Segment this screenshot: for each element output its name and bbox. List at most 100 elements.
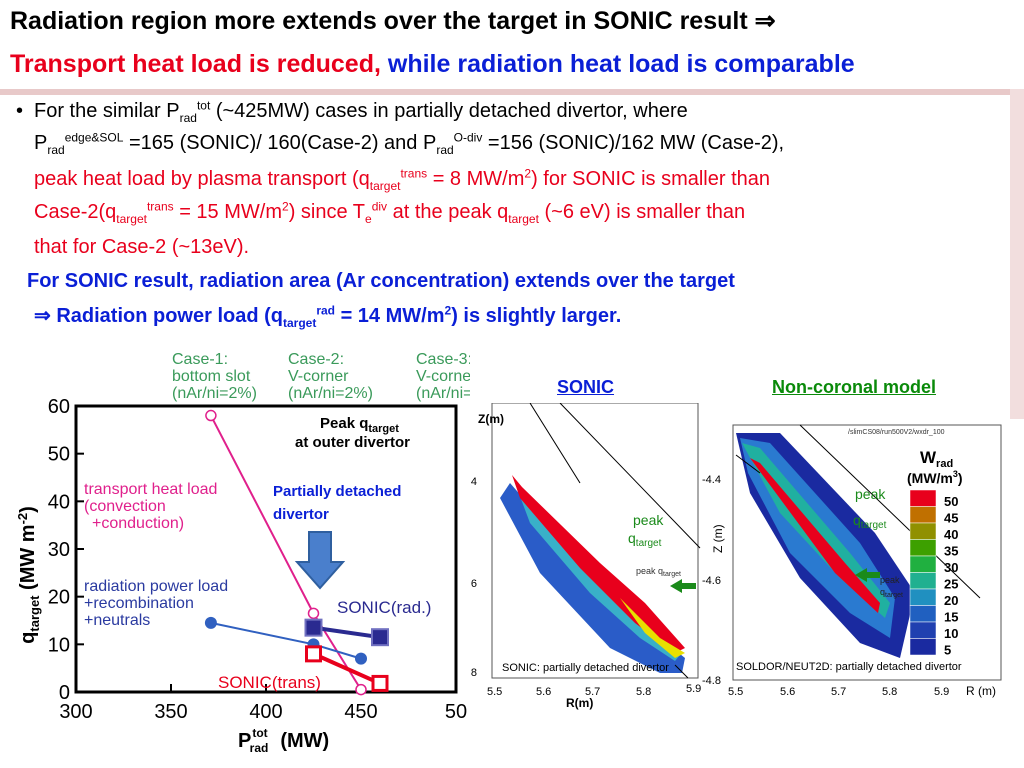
peak-annotation-box (292, 411, 454, 451)
slide-title-line2: Transport heat load is reduced, while ra… (10, 50, 855, 79)
y-axis-label: qtarget (MW m-2) (15, 506, 42, 644)
noncoronal-panel-title: Non-coronal model (772, 377, 937, 397)
bullet-symbol: • (16, 100, 24, 122)
y-tick-label: 20 (48, 587, 70, 609)
sonic-panel-title: SONIC (557, 377, 615, 397)
y-tick-label: 30 (48, 539, 70, 561)
x-tick-label: 400 (249, 701, 282, 723)
transport-point (205, 409, 217, 422)
y-tick-label: 60 (48, 396, 70, 418)
sonic-rad-point (371, 628, 389, 647)
case2-ratio: (nAr/ni=2%) (288, 385, 373, 402)
x-tick-label: 300 (59, 701, 92, 723)
transport-label-l3: +conduction) (92, 515, 184, 532)
transport-point (307, 607, 320, 620)
colorbar-value: 35 (944, 544, 958, 559)
sonic-rad-label: SONIC(rad.) (337, 598, 431, 617)
colorbar-value: 20 (944, 593, 958, 608)
colorbar-title: Wrad (920, 448, 953, 470)
colorbar-swatch (909, 555, 937, 573)
case2-label: Case-2: (288, 351, 344, 368)
series-line-3 (312, 652, 381, 686)
noncoronal-peak-inline-label: peak (880, 575, 900, 585)
bullet-line-3: peak heat load by plasma transport (qtar… (34, 166, 771, 193)
sonic-trans-point (371, 674, 389, 692)
sonic-peak-arrow-icon (670, 579, 696, 593)
colorbar-swatch (909, 588, 937, 606)
colorbar-value: 25 (944, 577, 958, 592)
x-tick-label: 450 (344, 701, 377, 723)
colorbar-value: 40 (944, 527, 958, 542)
noncoronal-peak-arrow-icon (855, 568, 880, 582)
radiation-point (204, 616, 217, 629)
radiation-label-l1: radiation power load (84, 578, 228, 595)
x-tick-label: 350 (154, 701, 187, 723)
colorbar-swatch (909, 489, 937, 507)
colorbar-swatch (909, 539, 937, 557)
result-line-1: For SONIC result, radiation area (Ar con… (27, 270, 735, 292)
noncoronal-z-tick-2: -4.6 (702, 575, 721, 587)
noncoronal-r-tick-4: 5.8 (882, 686, 897, 698)
noncoronal-wall-line-2 (735, 454, 761, 474)
colorbar-value: 15 (944, 610, 958, 625)
y-tick-label: 0 (59, 682, 70, 704)
noncoronal-caption: SOLDOR/NEUT2D: partially detached divert… (736, 661, 962, 673)
sonic-hot-spot (620, 598, 685, 658)
y-tick-label: 50 (48, 444, 70, 466)
sonic-wall-line-1 (529, 403, 581, 484)
transport-label-l1: transport heat load (84, 481, 217, 498)
colorbar-value: 30 (944, 560, 958, 575)
case2-desc: V-corner (288, 368, 349, 385)
side-accent (1010, 89, 1024, 419)
sonic-z-axis-label: Z(m) (478, 412, 504, 426)
case3-label: Case-3: (416, 351, 470, 368)
sonic-r-axis-label: R(m) (566, 696, 593, 710)
title-blue-part: while radiation heat load is comparable (380, 50, 855, 78)
transport-label-l2: (convection (84, 498, 166, 515)
noncoronal-peak-layer (750, 458, 880, 613)
colorbar-unit: (MW/m3) (907, 469, 963, 486)
noncoronal-r-tick-2: 5.6 (780, 686, 795, 698)
colorbar-swatch (909, 638, 937, 656)
peak-annotation: Peak qtarget (320, 415, 399, 435)
bullet-line-1: For the similar Pradtot (~425MW) cases i… (34, 98, 688, 125)
sonic-rad-point (304, 618, 323, 637)
x-axis-label: Ptot rad (MW) (238, 726, 329, 755)
sonic-caption: SONIC: partially detached divertor (502, 662, 669, 674)
colorbar-swatch (909, 621, 937, 639)
noncoronal-contour-panel: /slimCS08/run500V2/wxdr_100 -4.4 -4.6 -4… (702, 424, 1002, 698)
radiation-point (355, 652, 367, 665)
case1-ratio: (nAr/ni=2%) (172, 385, 257, 402)
title-red-part: Transport heat load is reduced, (10, 50, 381, 78)
sonic-r-tick-5: 5.9 (686, 683, 701, 695)
sonic-peak-arrow-label: peak qtarget (636, 566, 681, 578)
noncoronal-file-path: /slimCS08/run500V2/wxdr_100 (848, 429, 945, 436)
sonic-r-tick-1: 5.5 (487, 686, 502, 698)
noncoronal-r-tick-1: 5.5 (728, 686, 743, 698)
noncoronal-r-tick-5: 5.9 (934, 686, 949, 698)
radiation-label-l3: +neutrals (84, 612, 150, 629)
colorbar-swatch (909, 572, 937, 590)
sonic-peak-arrow-box (635, 563, 697, 577)
down-arrow-icon (294, 531, 346, 590)
partially-detached-label: Partially detached (273, 483, 401, 500)
sonic-trans-point (305, 645, 322, 663)
bullet-line-4: Case-2(qtargettrans = 15 MW/m2) since Te… (34, 199, 746, 226)
bullet-line-5: that for Case-2 (~13eV). (34, 236, 250, 258)
noncoronal-z-axis-label: Z (m) (711, 524, 725, 553)
noncoronal-wall-line-1 (799, 424, 981, 599)
colorbar-value: 10 (944, 626, 958, 641)
y-tick-label: 40 (48, 491, 70, 513)
sonic-wall-line-3 (674, 664, 689, 679)
case3-ratio: (nAr/ni=5%) (416, 385, 470, 402)
sonic-z-tick-3: -4.8 (470, 667, 477, 679)
sonic-peak-layer (512, 475, 685, 653)
case1-desc: bottom slot (172, 368, 251, 385)
sonic-r-tick-4: 5.8 (636, 686, 651, 698)
sonic-r-tick-2: 5.6 (536, 686, 551, 698)
series-line-2 (313, 625, 381, 640)
partially-detached-label-l2: divertor (273, 506, 329, 523)
noncoronal-z-tick-1: -4.4 (702, 474, 721, 486)
bullet-line-2: Pradedge&SOL =165 (SONIC)/ 160(Case-2) a… (34, 130, 785, 157)
noncoronal-r-tick-3: 5.7 (831, 686, 846, 698)
